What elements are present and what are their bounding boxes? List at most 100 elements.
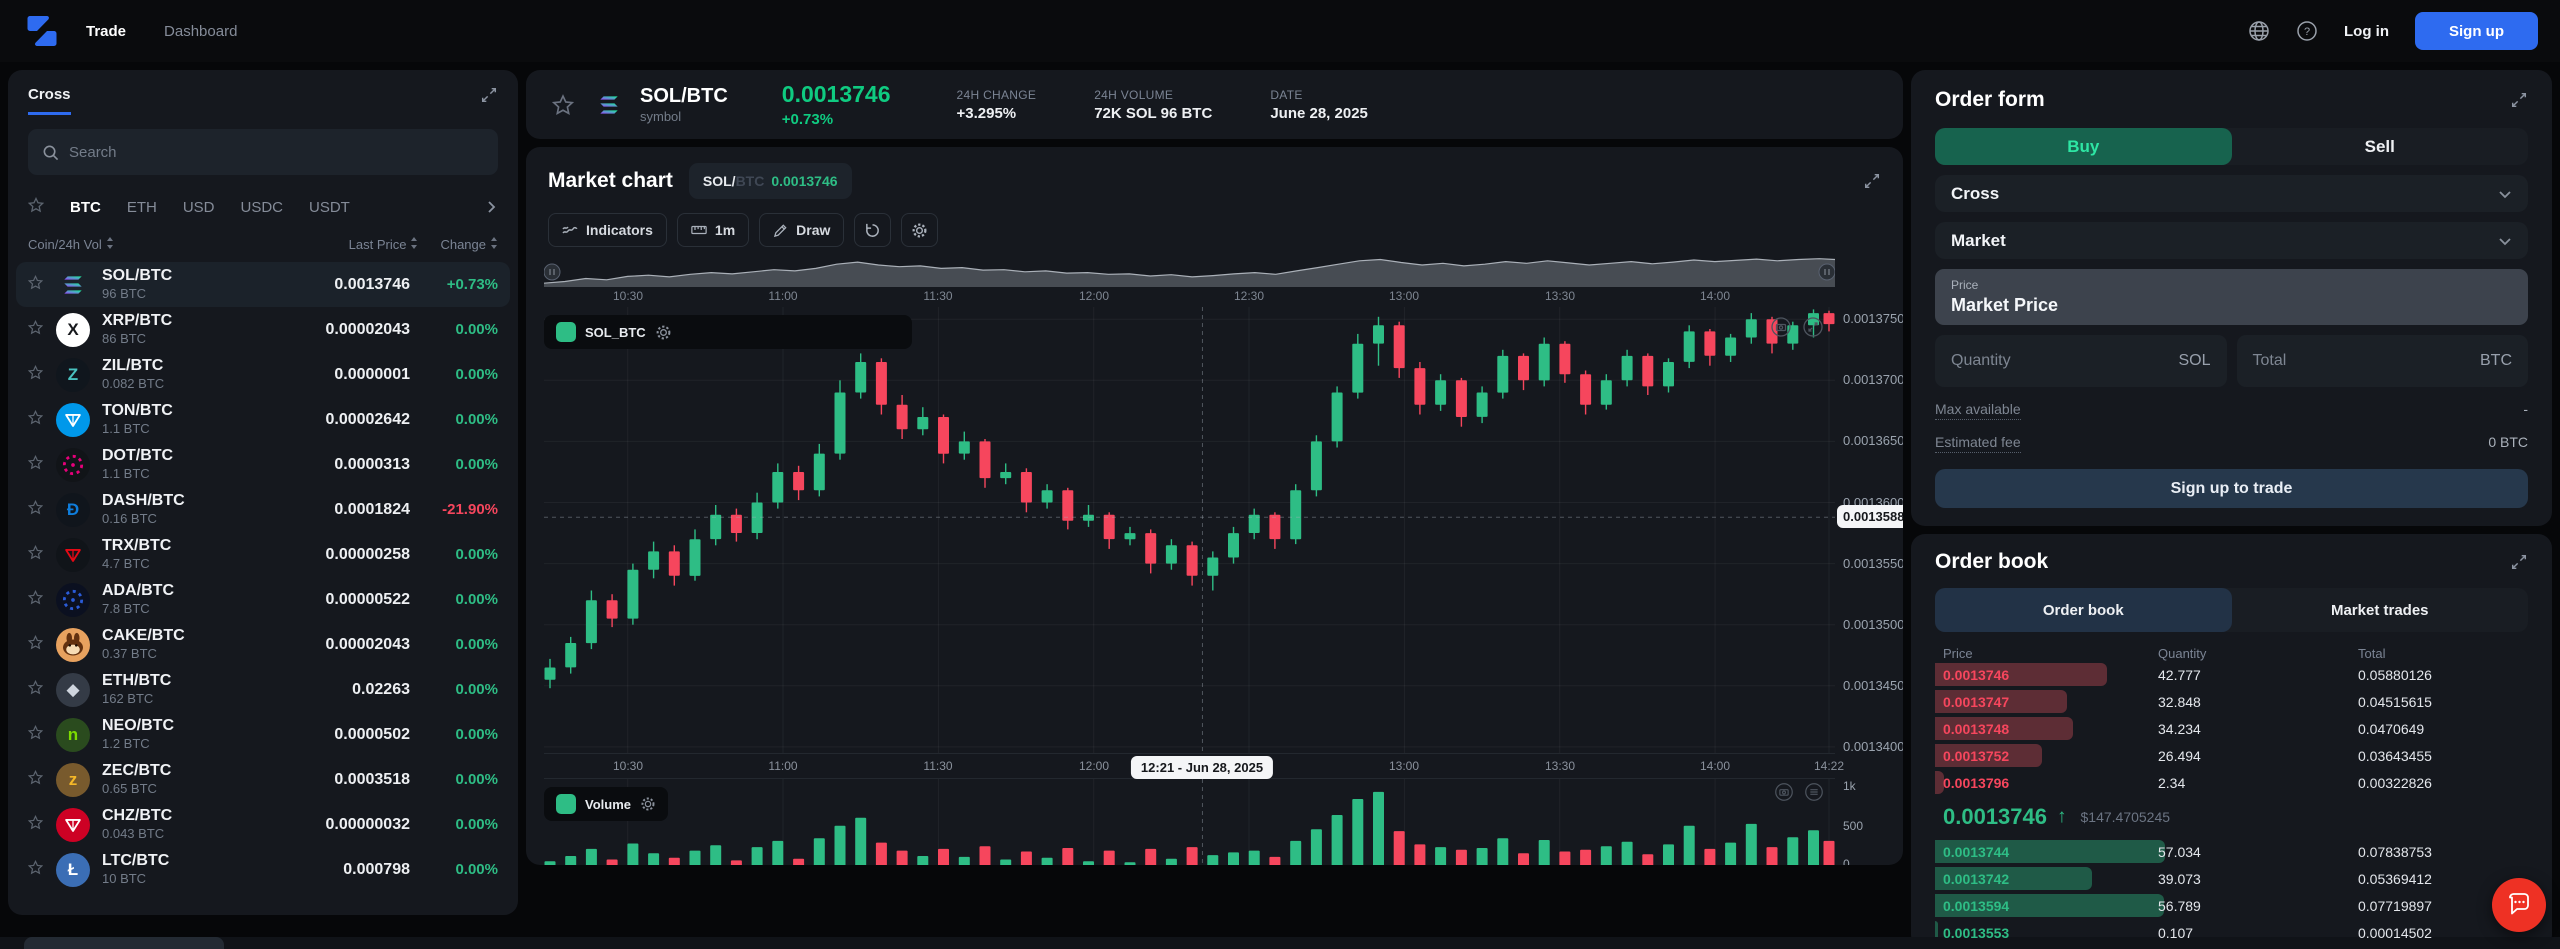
market-pair-row[interactable]: Z ZIL/BTC 0.082 BTC 0.0000001 0.00% <box>16 352 510 397</box>
market-pair-row[interactable]: DOT/BTC 1.1 BTC 0.0000313 0.00% <box>16 442 510 487</box>
tab-market-trades[interactable]: Market trades <box>2232 588 2529 632</box>
ask-row[interactable]: 0.0013796 2.34 0.00322826 <box>1935 769 2528 796</box>
favorite-star-icon[interactable] <box>552 93 574 116</box>
pane-expand-icon[interactable] <box>1801 315 1825 339</box>
column-change[interactable]: Change <box>440 237 498 252</box>
nav-link-trade[interactable]: Trade <box>86 22 127 40</box>
interval-button[interactable]: 1m <box>676 213 750 247</box>
bid-row[interactable]: 0.0013742 39.073 0.05369412 <box>1935 865 2528 892</box>
favorite-star-icon[interactable] <box>27 634 56 654</box>
quote-tab-btc[interactable]: BTC <box>70 198 101 216</box>
favorite-star-icon[interactable] <box>27 589 56 609</box>
nav-link-dashboard[interactable]: Dashboard <box>164 22 238 40</box>
price-field[interactable]: Price Market Price <box>1935 269 2528 326</box>
buy-tab[interactable]: Buy <box>1935 128 2232 166</box>
favorite-star-icon[interactable] <box>27 814 56 834</box>
market-pair-row[interactable]: Ð DASH/BTC 0.16 BTC 0.0001824 -21.90% <box>16 487 510 532</box>
bid-row[interactable]: 0.0013553 0.107 0.00014502 <box>1935 919 2528 946</box>
chevron-right-icon[interactable] <box>484 200 498 214</box>
search-field[interactable] <box>69 143 484 161</box>
tab-order-book[interactable]: Order book <box>1935 588 2232 632</box>
undo-refresh-button[interactable] <box>854 213 892 247</box>
volume-chart[interactable] <box>544 779 1835 865</box>
bid-row[interactable]: 0.0013744 57.034 0.07838753 <box>1935 838 2528 865</box>
pane-menu-icon[interactable] <box>1803 781 1825 803</box>
favorite-star-icon[interactable] <box>27 364 56 384</box>
favorites-star-icon[interactable] <box>27 196 45 217</box>
login-link[interactable]: Log in <box>2344 22 2389 40</box>
sidebar-expand-icon[interactable] <box>480 86 498 104</box>
favorite-star-icon[interactable] <box>27 454 56 474</box>
price-axis[interactable]: 0.001375000.001370000.001365000.00136000… <box>1835 307 1903 754</box>
series-legend[interactable]: SOL_BTC <box>544 315 912 349</box>
chart-navigator[interactable] <box>543 257 1836 287</box>
bottom-sheet-handle[interactable] <box>24 937 224 949</box>
favorite-star-icon[interactable] <box>27 679 56 699</box>
search-input[interactable] <box>28 129 498 175</box>
market-pair-row[interactable]: z ZEC/BTC 0.65 BTC 0.0003518 0.00% <box>16 757 510 802</box>
language-globe-icon[interactable] <box>2248 20 2270 42</box>
navigator-handle-right[interactable] <box>1818 263 1836 281</box>
quote-tab-usd[interactable]: USD <box>182 198 215 216</box>
volume-pane[interactable]: Volume <box>544 779 1835 865</box>
order-book-expand-icon[interactable] <box>2510 553 2528 571</box>
time-axis[interactable]: 10:3011:0011:3012:0012:3013:0013:3014:00… <box>544 753 1844 779</box>
favorite-star-icon[interactable] <box>27 409 56 429</box>
column-coin-vol[interactable]: Coin/24h Vol <box>28 237 114 252</box>
series-settings-gear-icon[interactable] <box>655 324 672 341</box>
support-chat-button[interactable] <box>2492 878 2546 932</box>
candlestick-chart[interactable] <box>544 307 1835 753</box>
bid-row[interactable]: 0.0013594 56.789 0.07719897 <box>1935 892 2528 919</box>
help-icon[interactable]: ? <box>2296 20 2318 42</box>
screenshot-camera-icon[interactable] <box>1769 315 1793 339</box>
favorite-star-icon[interactable] <box>27 724 56 744</box>
favorite-star-icon[interactable] <box>27 499 56 519</box>
market-pair-row[interactable]: TRX/BTC 4.7 BTC 0.00000258 0.00% <box>16 532 510 577</box>
market-pair-row[interactable]: n NEO/BTC 1.2 BTC 0.0000502 0.00% <box>16 712 510 757</box>
order-form-expand-icon[interactable] <box>2510 91 2528 109</box>
volume-legend[interactable]: Volume <box>544 787 668 821</box>
market-pair-row[interactable]: CAKE/BTC 0.37 BTC 0.00002043 0.00% <box>16 622 510 667</box>
quantity-input[interactable]: Quantity SOL <box>1935 335 2227 388</box>
quote-tab-usdt[interactable]: USDT <box>309 198 350 216</box>
column-last-price[interactable]: Last Price <box>349 237 419 252</box>
margin-mode-select[interactable]: Cross <box>1935 175 2528 213</box>
market-pair-row[interactable]: ◆ ETH/BTC 162 BTC 0.02263 0.00% <box>16 667 510 712</box>
market-pair-row[interactable]: ADA/BTC 7.8 BTC 0.00000522 0.00% <box>16 577 510 622</box>
quote-tab-eth[interactable]: ETH <box>126 198 157 216</box>
indicators-button[interactable]: Indicators <box>548 213 667 247</box>
market-pair-row[interactable]: Ł LTC/BTC 10 BTC 0.000798 0.00% <box>16 847 510 892</box>
mid-price: 0.0013746 <box>1943 804 2047 829</box>
favorite-star-icon[interactable] <box>27 769 56 789</box>
chart-symbol-badge[interactable]: SOL/BTC 0.0013746 <box>688 163 852 199</box>
pair-change: 0.00% <box>455 726 498 743</box>
chart-expand-icon[interactable] <box>1863 172 1881 190</box>
tab-cross-margin[interactable]: Cross <box>28 86 71 115</box>
ask-row[interactable]: 0.0013748 34.234 0.0470649 <box>1935 715 2528 742</box>
ask-row[interactable]: 0.0013747 32.848 0.04515615 <box>1935 688 2528 715</box>
navigator-handle-left[interactable] <box>543 263 561 281</box>
favorite-star-icon[interactable] <box>27 319 56 339</box>
favorite-star-icon[interactable] <box>27 544 56 564</box>
market-pair-row[interactable]: CHZ/BTC 0.043 BTC 0.00000032 0.00% <box>16 802 510 847</box>
favorite-star-icon[interactable] <box>27 859 56 879</box>
chart-settings-gear-icon[interactable] <box>901 213 939 247</box>
draw-button[interactable]: Draw <box>759 213 845 247</box>
volume-settings-gear-icon[interactable] <box>640 796 656 812</box>
order-type-select[interactable]: Market <box>1935 222 2528 260</box>
ask-row[interactable]: 0.0013752 26.494 0.03643455 <box>1935 742 2528 769</box>
sign-up-to-trade-button[interactable]: Sign up to trade <box>1935 469 2528 508</box>
candlestick-pane[interactable]: SOL_BTC <box>544 307 1835 753</box>
total-input[interactable]: Total BTC <box>2236 335 2528 388</box>
pair-name: CHZ/BTC <box>102 807 173 825</box>
app-logo[interactable] <box>22 11 62 51</box>
favorite-star-icon[interactable] <box>27 274 56 294</box>
market-pair-row[interactable]: X XRP/BTC 86 BTC 0.00002043 0.00% <box>16 307 510 352</box>
ask-row[interactable]: 0.0013746 42.777 0.05880126 <box>1935 661 2528 688</box>
signup-button[interactable]: Sign up <box>2415 12 2538 50</box>
sell-tab[interactable]: Sell <box>2232 128 2529 165</box>
market-pair-row[interactable]: SOL/BTC 96 BTC 0.0013746 +0.73% <box>16 262 510 307</box>
screenshot-camera-icon[interactable] <box>1773 781 1795 803</box>
quote-tab-usdc[interactable]: USDC <box>240 198 284 216</box>
market-pair-row[interactable]: TON/BTC 1.1 BTC 0.00002642 0.00% <box>16 397 510 442</box>
